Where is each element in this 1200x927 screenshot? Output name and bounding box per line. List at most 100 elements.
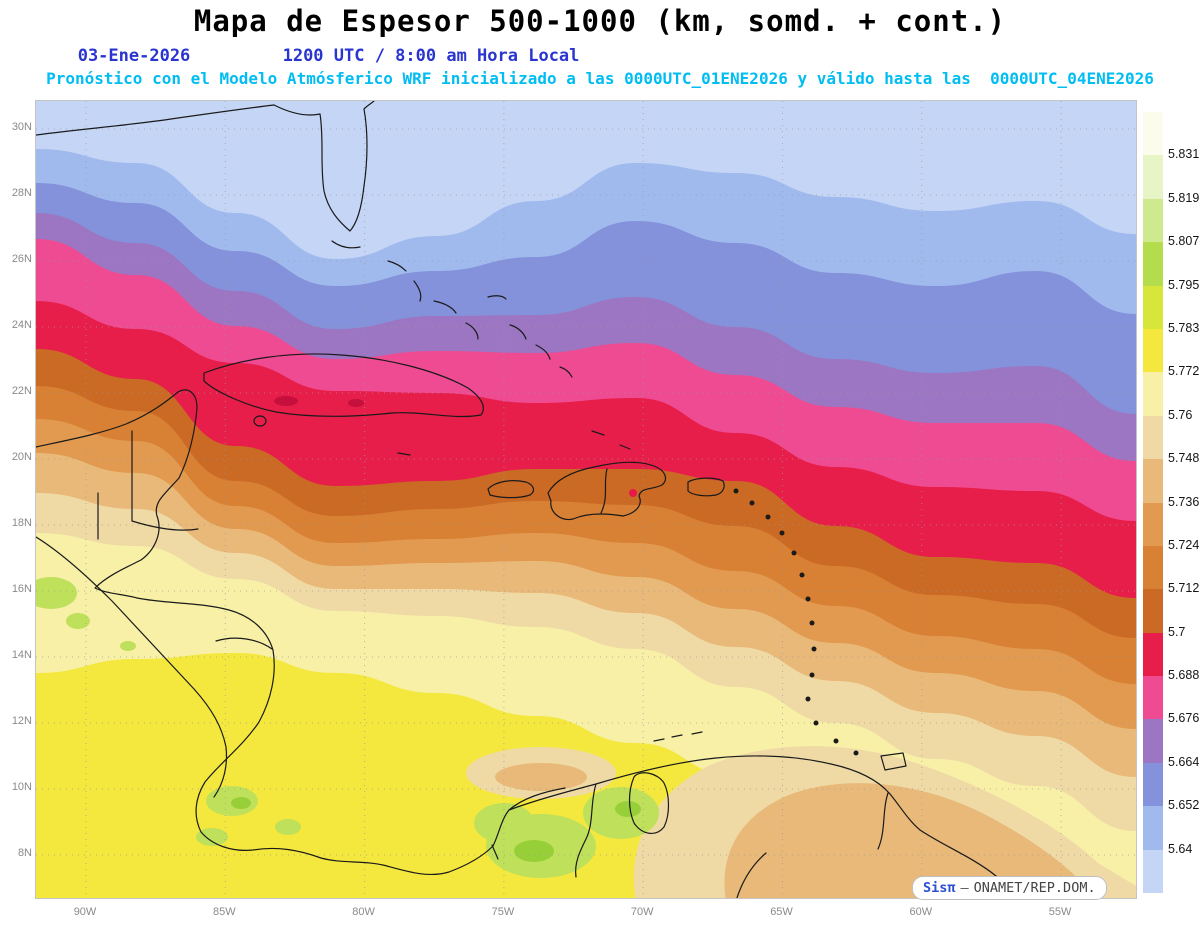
watermark-separator: — bbox=[960, 880, 969, 896]
lat-label: 26N bbox=[11, 253, 32, 265]
coastline bbox=[36, 536, 228, 798]
colorbar-value: 5.795 bbox=[1168, 277, 1200, 292]
coastline bbox=[203, 353, 484, 418]
lat-label: 12N bbox=[11, 715, 32, 727]
coastline bbox=[575, 783, 597, 878]
island-dot bbox=[733, 488, 739, 494]
coastline bbox=[215, 637, 273, 650]
island-dot bbox=[779, 530, 785, 536]
page-title: Mapa de Espesor 500-1000 (km, somd. + co… bbox=[193, 4, 1007, 38]
coastline bbox=[36, 104, 275, 136]
colorbar-value: 5.736 bbox=[1168, 494, 1200, 509]
colorbar-value: 5.712 bbox=[1168, 581, 1200, 596]
colorbar-value: 5.676 bbox=[1168, 711, 1200, 726]
thickness-band bbox=[629, 489, 637, 497]
watermark-org: ONAMET/REP.DOM. bbox=[973, 880, 1096, 896]
colorbar-swatch bbox=[1143, 806, 1163, 850]
coastline bbox=[491, 844, 499, 860]
watermark: Sisπ — ONAMET/REP.DOM. bbox=[912, 876, 1107, 900]
thickness-map bbox=[36, 101, 1136, 898]
colorbar-value: 5.807 bbox=[1168, 234, 1200, 249]
colorbar-value: 5.819 bbox=[1168, 190, 1200, 205]
coastline bbox=[465, 322, 479, 340]
coastline bbox=[619, 444, 631, 450]
colorbar-swatch bbox=[1143, 459, 1163, 503]
watermark-brand: Sisπ bbox=[923, 880, 956, 896]
thickness-band bbox=[231, 797, 251, 809]
colorbar-swatch bbox=[1143, 545, 1163, 590]
lat-label: 22N bbox=[11, 385, 32, 397]
coastline bbox=[628, 772, 670, 834]
island-dot bbox=[791, 550, 797, 556]
island-dot bbox=[813, 720, 819, 726]
thickness-band bbox=[724, 783, 1096, 898]
coastline bbox=[509, 324, 527, 340]
colorbar-value: 5.772 bbox=[1168, 364, 1200, 379]
thickness-band bbox=[495, 763, 587, 791]
colorbar-swatch bbox=[1143, 676, 1163, 720]
lon-label: 80W bbox=[352, 906, 375, 918]
colorbar-value: 5.688 bbox=[1168, 668, 1200, 683]
lat-label: 20N bbox=[11, 451, 32, 463]
lon-label: 60W bbox=[909, 906, 933, 918]
colorbar-swatch bbox=[1143, 285, 1163, 329]
lat-label: 28N bbox=[11, 187, 32, 199]
island-dot bbox=[809, 620, 815, 626]
island-dot bbox=[805, 596, 811, 602]
coastline bbox=[559, 366, 573, 378]
colorbar-swatch bbox=[1143, 415, 1163, 460]
colorbar-swatch bbox=[1143, 589, 1163, 633]
coastline bbox=[736, 852, 767, 898]
coastline bbox=[508, 755, 1021, 898]
colorbar-swatch bbox=[1143, 762, 1163, 807]
thickness-band bbox=[66, 613, 90, 629]
colorbar-value: 5.652 bbox=[1168, 798, 1200, 813]
colorbar-value: 5.664 bbox=[1168, 754, 1200, 769]
coastline bbox=[547, 461, 667, 521]
thickness-band bbox=[120, 641, 136, 651]
island-dot bbox=[833, 738, 839, 744]
coastline bbox=[880, 752, 907, 771]
coastline bbox=[131, 520, 199, 531]
forecast-date: 03-Ene-2026 bbox=[77, 46, 191, 66]
forecast-time: 1200 UTC / 8:00 am Hora Local bbox=[282, 46, 580, 66]
thickness-band bbox=[615, 801, 641, 817]
lat-label: 16N bbox=[11, 583, 32, 595]
island-dot bbox=[799, 572, 805, 578]
lat-label: 30N bbox=[11, 121, 32, 133]
thickness-band bbox=[36, 101, 1136, 259]
thickness-band bbox=[348, 399, 364, 407]
thickness-band bbox=[514, 840, 554, 862]
colorbar-swatch bbox=[1143, 328, 1163, 373]
colorbar-swatch bbox=[1143, 719, 1163, 763]
coastline bbox=[387, 260, 407, 272]
lon-label: 65W bbox=[770, 906, 793, 918]
colorbar-swatch bbox=[1143, 242, 1163, 286]
forecast-description: Pronóstico con el Modelo Atmósferico WRF… bbox=[46, 69, 1154, 88]
lon-label: 85W bbox=[212, 906, 236, 918]
colorbar-value: 5.724 bbox=[1168, 537, 1200, 552]
thickness-band bbox=[275, 819, 301, 835]
coastline bbox=[487, 295, 507, 300]
colorbar-swatch bbox=[1143, 112, 1163, 156]
colorbar-value: 5.64 bbox=[1168, 841, 1193, 856]
coastline bbox=[691, 731, 703, 735]
island-dot bbox=[853, 750, 859, 756]
coastline bbox=[487, 480, 535, 499]
lon-label: 90W bbox=[73, 906, 97, 918]
coastline bbox=[600, 468, 608, 514]
island-dot bbox=[805, 696, 811, 702]
thickness-band bbox=[36, 577, 77, 609]
coastline bbox=[653, 738, 665, 742]
thickness-band bbox=[274, 396, 298, 406]
lat-label: 8N bbox=[17, 847, 32, 859]
lat-label: 18N bbox=[11, 517, 32, 529]
coastline bbox=[331, 240, 361, 249]
coastline bbox=[433, 300, 457, 314]
colorbar-swatch bbox=[1143, 502, 1163, 546]
colorbar-value: 5.76 bbox=[1168, 407, 1193, 422]
colorbar-value: 5.783 bbox=[1168, 320, 1200, 335]
lat-label: 14N bbox=[11, 649, 32, 661]
coastline bbox=[253, 415, 267, 427]
